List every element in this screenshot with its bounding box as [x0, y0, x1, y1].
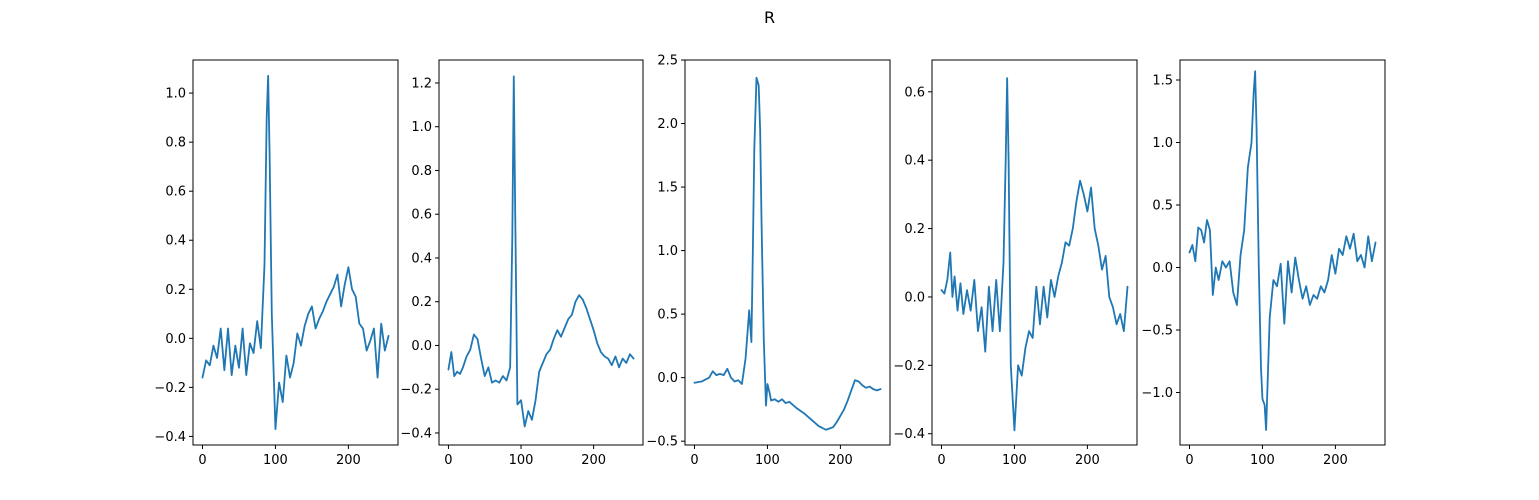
y-tick-label: −0.4 — [893, 427, 925, 442]
y-tick-label: 2.5 — [657, 54, 678, 69]
x-tick-label: 200 — [1323, 453, 1348, 468]
x-tick-label: 100 — [1250, 453, 1275, 468]
y-tick-label: −0.5 — [1141, 324, 1173, 339]
y-tick-label: 1.2 — [411, 76, 432, 91]
axes-frame — [438, 59, 644, 446]
series-line-1-1 — [201, 75, 390, 430]
y-tick-label: 0.6 — [904, 85, 925, 100]
y-tick-label: 0.5 — [657, 308, 678, 323]
y-tick-label: 0.8 — [411, 164, 432, 179]
x-tick-label: 0 — [444, 453, 452, 468]
y-tick-label: −0.5 — [646, 435, 678, 450]
y-tick-label: −0.2 — [400, 383, 432, 398]
y-tick-label: 0.6 — [165, 185, 186, 200]
x-tick-label: 100 — [509, 453, 534, 468]
x-tick-label: 0 — [1185, 453, 1193, 468]
y-tick-label: −0.4 — [154, 430, 186, 445]
series-line-4-1 — [940, 77, 1129, 432]
y-tick-label: 0.2 — [165, 283, 186, 298]
y-tick-label: −0.4 — [400, 426, 432, 441]
axes-frame — [1179, 59, 1386, 446]
y-tick-label: 1.0 — [411, 120, 432, 135]
x-tick-label: 0 — [198, 453, 206, 468]
x-tick-label: 100 — [755, 453, 780, 468]
subplot-5: 0 100 200 −1.0 −0.5 0.0 0.5 1.0 1.5 — [1141, 59, 1386, 468]
y-tick-label: 0.4 — [411, 251, 432, 266]
x-tick-label: 200 — [581, 453, 606, 468]
y-tick-label: 0.5 — [1152, 199, 1173, 214]
axes-frame — [931, 59, 1138, 446]
y-tick-label: 1.5 — [1152, 74, 1173, 89]
y-tick-label: 1.0 — [657, 244, 678, 259]
y-tick-label: 0.0 — [657, 371, 678, 386]
y-tick-label: 1.0 — [1152, 136, 1173, 151]
y-tick-label: 0.8 — [165, 136, 186, 151]
y-tick-label: 0.0 — [411, 339, 432, 354]
y-tick-label: 0.2 — [904, 222, 925, 237]
y-tick-label: 0.6 — [411, 208, 432, 223]
y-tick-label: 0.4 — [904, 154, 925, 169]
y-tick-label: 0.0 — [904, 290, 925, 305]
y-tick-label: −1.0 — [1141, 386, 1173, 401]
x-tick-label: 200 — [828, 453, 853, 468]
subplot-4: 0 100 200 −0.4 −0.2 0.0 0.2 0.4 0.6 — [893, 59, 1138, 468]
x-tick-label: 200 — [336, 453, 361, 468]
x-tick-label: 0 — [690, 453, 698, 468]
y-tick-label: −0.2 — [154, 381, 186, 396]
y-tick-label: 1.5 — [657, 181, 678, 196]
subplot-1: 0 100 200 −0.4 −0.2 0.0 0.2 0.4 0.6 0.8 1.0 — [154, 59, 399, 468]
figure-title: R — [763, 8, 776, 27]
y-tick-label: 2.0 — [657, 117, 678, 132]
x-tick-label: 100 — [1002, 453, 1027, 468]
x-tick-label: 100 — [263, 453, 288, 468]
y-tick-label: 0.4 — [165, 234, 186, 249]
y-tick-label: −0.2 — [893, 359, 925, 374]
x-tick-label: 200 — [1075, 453, 1100, 468]
subplot-2: 0 100 200 −0.4 −0.2 0.0 0.2 0.4 0.6 0.8 1.0 1.2 — [400, 59, 644, 468]
y-tick-label: 0.0 — [165, 332, 186, 347]
series-line-3-1 — [693, 76, 882, 431]
y-tick-label: 0.2 — [411, 295, 432, 310]
series-line-2-1 — [447, 75, 635, 428]
axes-frame — [192, 59, 399, 446]
axes-frame — [684, 59, 891, 446]
y-tick-label: 0.0 — [1152, 261, 1173, 276]
x-tick-label: 0 — [937, 453, 945, 468]
y-tick-label: 1.0 — [165, 87, 186, 102]
subplot-3: 0 100 200 −0.5 0.0 0.5 1.0 1.5 2.0 2.5 — [646, 54, 891, 468]
series-line-5-1 — [1188, 70, 1377, 431]
